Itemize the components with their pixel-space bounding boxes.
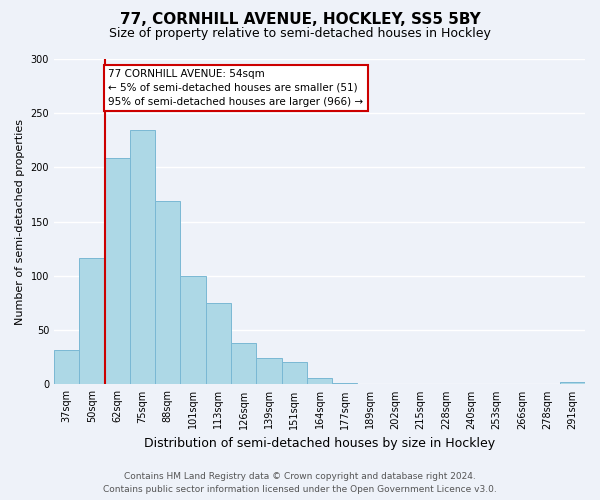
Bar [181,276,206,384]
Y-axis label: Number of semi-detached properties: Number of semi-detached properties [15,118,25,324]
Bar [256,358,281,384]
Bar [104,158,130,384]
Bar [54,350,79,384]
Bar [206,303,231,384]
Text: 77 CORNHILL AVENUE: 54sqm
← 5% of semi-detached houses are smaller (51)
95% of s: 77 CORNHILL AVENUE: 54sqm ← 5% of semi-d… [109,69,364,107]
Bar [281,362,307,384]
Bar [307,378,332,384]
Text: 77, CORNHILL AVENUE, HOCKLEY, SS5 5BY: 77, CORNHILL AVENUE, HOCKLEY, SS5 5BY [119,12,481,28]
X-axis label: Distribution of semi-detached houses by size in Hockley: Distribution of semi-detached houses by … [144,437,495,450]
Bar [560,382,585,384]
Bar [130,130,155,384]
Bar [231,343,256,384]
Text: Contains HM Land Registry data © Crown copyright and database right 2024.
Contai: Contains HM Land Registry data © Crown c… [103,472,497,494]
Text: Size of property relative to semi-detached houses in Hockley: Size of property relative to semi-detach… [109,28,491,40]
Bar [155,201,181,384]
Bar [79,258,104,384]
